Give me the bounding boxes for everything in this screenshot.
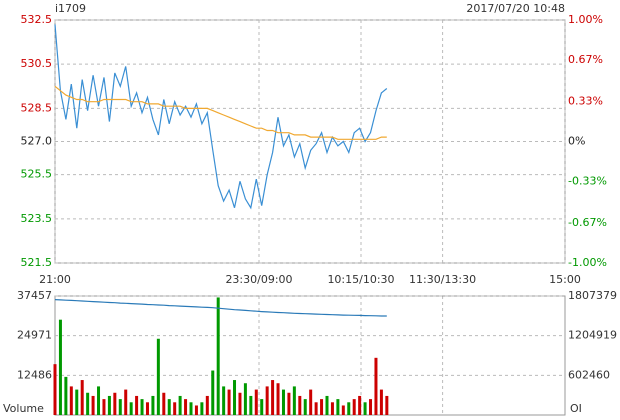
- volume-bar: [178, 395, 182, 415]
- x-tick-label: 15:00: [549, 273, 581, 286]
- price-line: [54, 24, 388, 210]
- volume-bar: [233, 380, 237, 415]
- y-tick-label: 532.5: [21, 13, 53, 26]
- x-tick-label: 21:00: [39, 273, 71, 286]
- volume-bar: [369, 399, 373, 415]
- volume-bar: [156, 338, 160, 415]
- volume-bar: [379, 389, 383, 415]
- y-tick-label: 521.5: [21, 256, 53, 269]
- volume-bar: [320, 399, 324, 415]
- y2-tick-label: 0.33%: [568, 94, 603, 107]
- volume-bar: [102, 399, 106, 415]
- volume-bar: [243, 383, 247, 415]
- y-tick-label: 24971: [17, 329, 52, 342]
- volume-bar: [200, 402, 204, 415]
- volume-bar: [260, 399, 264, 415]
- volume-bar: [184, 399, 188, 415]
- chart-title: i1709: [55, 2, 86, 15]
- volume-bar: [189, 402, 193, 415]
- volume-bar: [75, 389, 79, 415]
- volume-bar: [151, 395, 155, 415]
- x-tick-label: 11:30/13:30: [409, 273, 476, 286]
- y-tick-label: 525.5: [21, 168, 53, 181]
- y-tick-label: 527.0: [21, 135, 53, 148]
- volume-bar: [91, 395, 95, 415]
- volume-bar: [80, 380, 84, 415]
- volume-bar: [167, 399, 171, 415]
- volume-bar: [64, 376, 68, 415]
- volume-bar: [205, 395, 209, 415]
- volume-bar: [314, 402, 318, 415]
- volume-bar: [173, 402, 177, 415]
- oi-line: [54, 299, 387, 317]
- y-tick-label: 12486: [17, 368, 52, 381]
- volume-bar: [276, 383, 280, 415]
- volume-bar: [86, 392, 90, 415]
- volume-bar: [271, 380, 275, 415]
- volume-bar: [227, 389, 231, 415]
- volume-bar: [298, 395, 302, 415]
- volume-bar: [325, 395, 329, 415]
- chart-subtitle: 2017/07/20 10:48: [466, 2, 565, 15]
- volume-bar: [216, 297, 220, 415]
- volume-bar: [58, 319, 62, 415]
- volume-bar: [303, 399, 307, 415]
- volume-bar: [113, 392, 117, 415]
- volume-bar: [124, 389, 128, 415]
- x-tick-label: 23:30/09:00: [225, 273, 292, 286]
- volume-bar: [292, 386, 296, 415]
- volume-bar: [222, 386, 226, 415]
- y-tick-label: 523.5: [21, 212, 53, 225]
- volume-bar: [194, 405, 198, 415]
- y2-tick-label: 0%: [568, 135, 585, 148]
- volume-bar: [97, 386, 101, 415]
- y2-tick-label: 1204919: [568, 329, 617, 342]
- volume-bar: [281, 389, 285, 415]
- volume-bar: [53, 364, 57, 415]
- volume-bar: [238, 392, 242, 415]
- y-tick-label: 528.5: [21, 101, 53, 114]
- y2-tick-label: 0.67%: [568, 53, 603, 66]
- volume-bar: [336, 399, 340, 415]
- volume-bar: [265, 386, 269, 415]
- volume-bar: [385, 395, 389, 415]
- volume-bar: [135, 395, 139, 415]
- volume-bar: [129, 402, 133, 415]
- volume-bar: [140, 399, 144, 415]
- x-tick-label: 10:15/10:30: [327, 273, 394, 286]
- volume-bar: [309, 389, 313, 415]
- y2-tick-label: -0.67%: [568, 216, 607, 229]
- price-line: [54, 85, 387, 140]
- volume-bar: [358, 395, 362, 415]
- volume-bar: [347, 402, 351, 415]
- volume-bar: [352, 399, 356, 415]
- y2-tick-label: 1.00%: [568, 13, 603, 26]
- volume-bar: [107, 395, 111, 415]
- y2-tick-label: 1807379: [568, 289, 617, 302]
- y-tick-label: 530.5: [21, 57, 53, 70]
- y2-tick-label: -1.00%: [568, 256, 607, 269]
- volume-bar: [249, 395, 253, 415]
- volume-bar: [341, 405, 345, 415]
- volume-bar: [69, 386, 73, 415]
- y2-tick-label: -0.33%: [568, 175, 607, 188]
- volume-bar: [145, 402, 149, 415]
- y-axis-label: Volume: [3, 402, 44, 415]
- y2-axis-label: OI: [570, 402, 582, 415]
- volume-bar: [330, 402, 334, 415]
- volume-bar: [162, 392, 166, 415]
- y-tick-label: 37457: [17, 289, 52, 302]
- volume-bar: [287, 392, 291, 415]
- y2-tick-label: 602460: [568, 368, 610, 381]
- volume-bar: [254, 389, 258, 415]
- volume-bar: [211, 370, 215, 415]
- volume-bar: [118, 399, 122, 415]
- volume-bar: [374, 357, 378, 415]
- volume-bar: [363, 402, 367, 415]
